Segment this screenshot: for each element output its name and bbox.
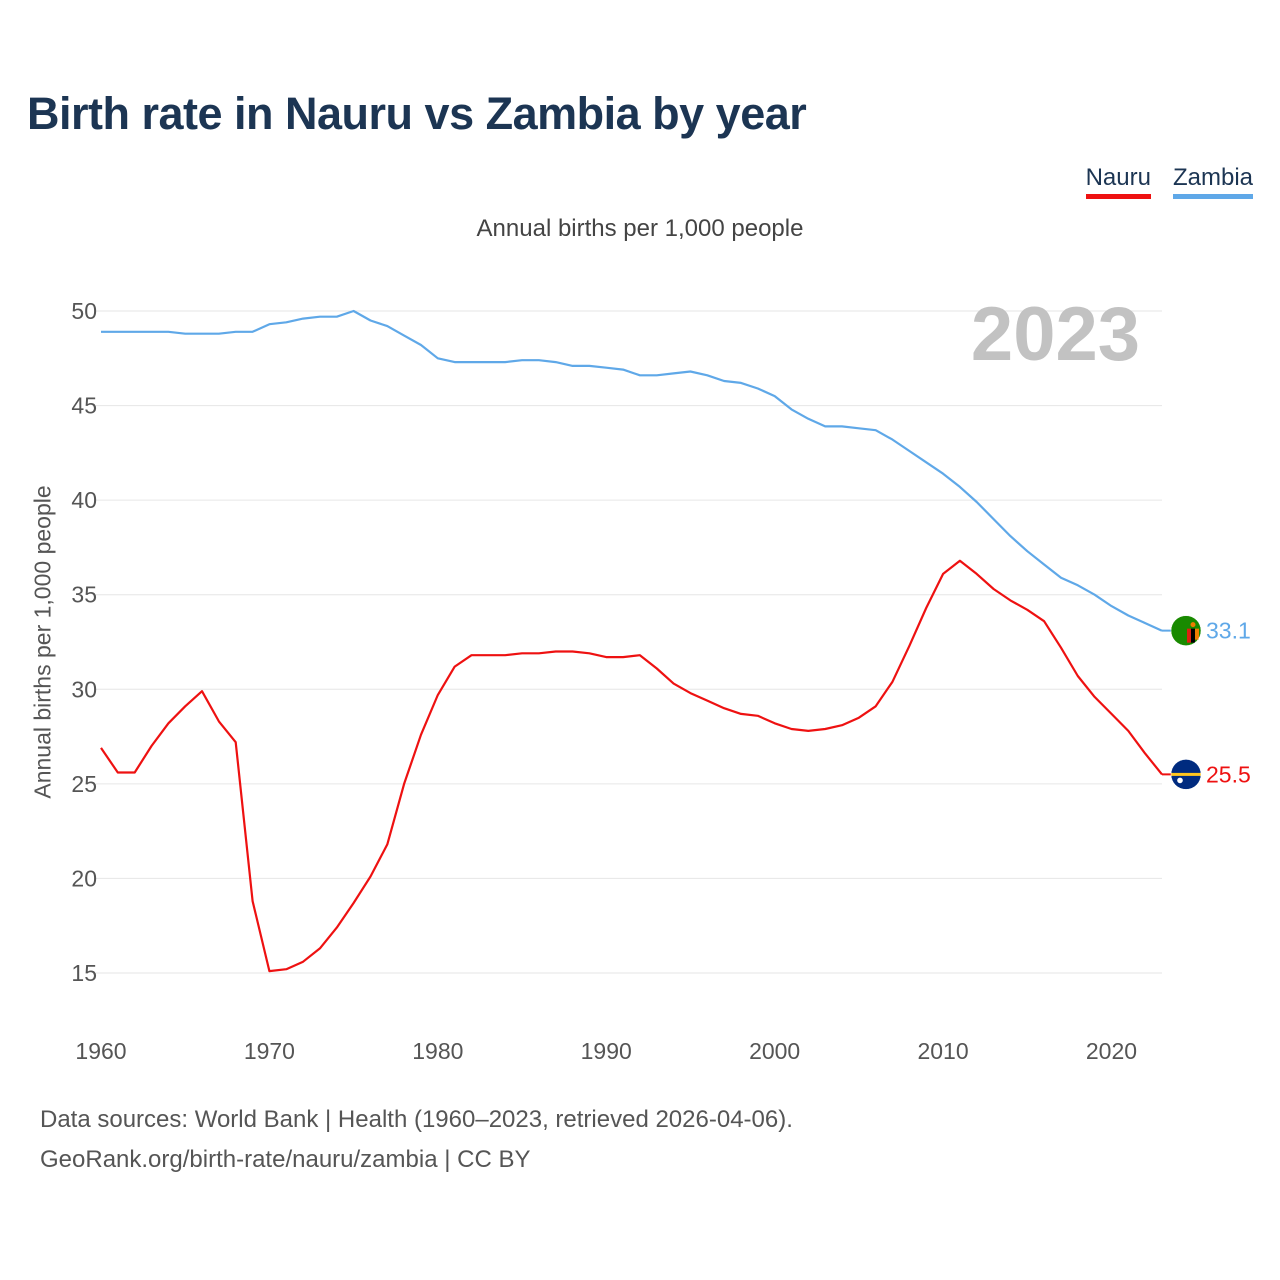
x-tick-label: 1970 <box>244 1038 295 1064</box>
chart-title: Birth rate in Nauru vs Zambia by year <box>27 88 807 139</box>
y-tick-label: 45 <box>71 393 97 419</box>
y-tick-label: 15 <box>71 960 97 986</box>
end-value-label-nauru: 25.5 <box>1206 761 1251 787</box>
y-tick-label: 35 <box>71 582 97 608</box>
x-axis-ticks: 1960 1970 1980 1990 2000 2010 2020 <box>75 1038 1137 1064</box>
nauru-flag-icon <box>1170 759 1202 790</box>
flag-stripe-yellow <box>1171 772 1201 776</box>
x-tick-label: 1960 <box>75 1038 126 1064</box>
x-tick-label: 1990 <box>581 1038 632 1064</box>
end-value-label-zambia: 33.1 <box>1206 618 1251 644</box>
grid-lines <box>96 310 1162 974</box>
zambia-flag-icon <box>1170 615 1202 646</box>
y-tick-label: 30 <box>71 676 97 702</box>
y-tick-label: 25 <box>71 771 97 797</box>
series-line-zambia <box>101 309 1163 632</box>
footer-attribution[interactable]: GeoRank.org/birth-rate/nauru/zambia | CC… <box>40 1146 531 1173</box>
series-lines <box>100 309 1163 973</box>
flag-star <box>1177 777 1183 784</box>
flag-outline <box>1170 759 1202 790</box>
y-tick-label: 40 <box>71 487 97 513</box>
x-tick-label: 1980 <box>412 1038 463 1064</box>
flag-stripe-red <box>1187 628 1191 643</box>
flag-stripe-black <box>1191 628 1195 643</box>
year-watermark: 2023 <box>971 292 1140 377</box>
legend-item-zambia[interactable]: Zambia <box>1172 164 1253 199</box>
x-tick-label: 2000 <box>749 1038 800 1064</box>
x-tick-label: 2010 <box>917 1038 968 1064</box>
x-tick-label: 2020 <box>1086 1038 1137 1064</box>
y-axis-ticks: 15 20 25 30 35 40 45 50 <box>71 298 97 986</box>
chart-subtitle: Annual births per 1,000 people <box>476 215 804 242</box>
legend: Nauru Zambia <box>1085 164 1253 199</box>
flag-eagle <box>1190 622 1196 628</box>
y-tick-label: 20 <box>71 865 97 891</box>
series-line-nauru <box>100 559 1163 973</box>
legend-item-nauru[interactable]: Nauru <box>1085 164 1151 199</box>
flag-stripe-orange <box>1195 628 1199 640</box>
flag-outline <box>1170 615 1202 646</box>
footer-sources: Data sources: World Bank | Health (1960–… <box>40 1106 793 1133</box>
y-tick-label: 50 <box>71 298 97 324</box>
series-end-markers: 33.1 25.5 <box>1162 615 1251 790</box>
